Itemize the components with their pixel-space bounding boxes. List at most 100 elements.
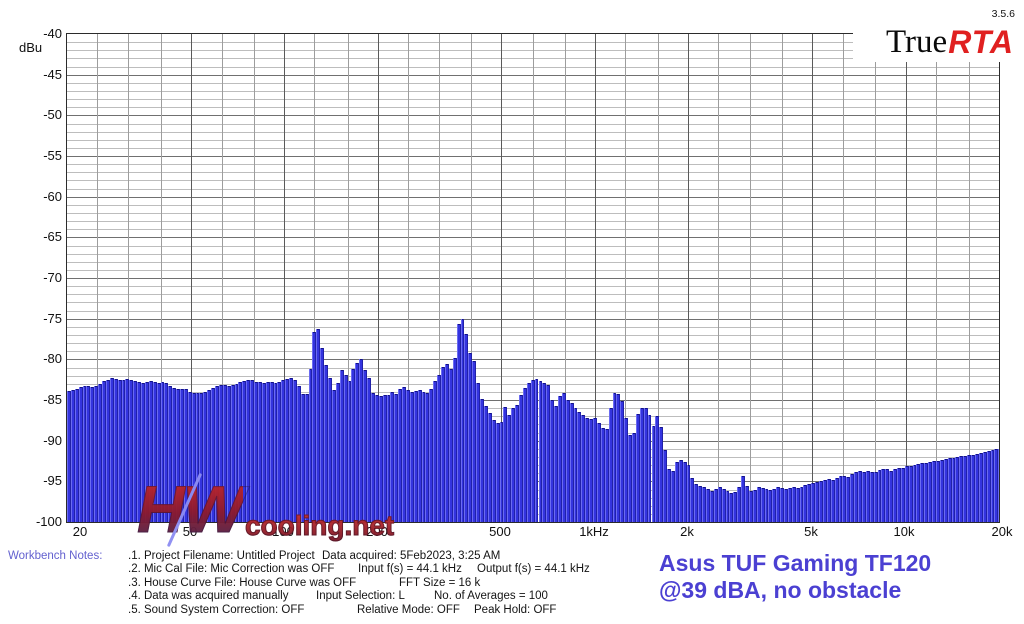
- spectrum-bar: [632, 432, 636, 522]
- spectrum-bar: [596, 422, 601, 522]
- workbench-notes-label: Workbench Notes:: [8, 550, 103, 562]
- spectrum-bar: [374, 395, 379, 522]
- note-text: .4. Data was acquired manually: [128, 590, 289, 602]
- spectrum-bar: [624, 417, 629, 522]
- spectrum-bar: [815, 482, 820, 522]
- spectrum-bar: [281, 379, 286, 522]
- spectrum-bar: [308, 368, 313, 522]
- spectrum-bar: [160, 381, 165, 522]
- spectrum-bar: [386, 394, 391, 522]
- spectrum-bar: [593, 418, 597, 522]
- v-gridline: [718, 34, 720, 522]
- spectrum-bar: [795, 487, 800, 522]
- note-text: Output f(s) = 44.1 kHz: [477, 563, 590, 575]
- v-gridline: [564, 34, 566, 522]
- spectrum-bar: [830, 480, 835, 522]
- spectrum-bar: [811, 483, 816, 522]
- spectrum-bar: [713, 488, 718, 522]
- spectrum-bar: [195, 393, 200, 522]
- spectrum-bar: [156, 382, 161, 522]
- spectrum-bar: [589, 418, 594, 522]
- logo-rta-text: RTA: [948, 24, 1014, 60]
- watermark-hw-text: HW: [137, 472, 246, 547]
- v-gridline: [624, 34, 626, 522]
- spectrum-bar: [963, 455, 968, 522]
- spectrum-bar: [986, 451, 991, 522]
- spectrum-bar: [472, 360, 477, 522]
- spectrum-bar: [682, 461, 687, 522]
- spectrum-bar: [491, 419, 496, 522]
- logo-true-text: True: [886, 24, 948, 60]
- spectrum-bar: [889, 470, 894, 522]
- v-gridline: [781, 34, 783, 522]
- spectrum-bar: [554, 406, 558, 522]
- spectrum-bar: [717, 487, 722, 522]
- spectrum-bar: [293, 379, 297, 522]
- spectrum-bar: [144, 381, 149, 522]
- spectrum-bar: [690, 478, 695, 522]
- spectrum-bar: [842, 475, 847, 522]
- spectrum-bar: [670, 470, 675, 522]
- spectrum-bar: [215, 386, 219, 522]
- note-text: .3. House Curve File: House Curve was OF…: [128, 577, 357, 589]
- v-gridline: [749, 34, 751, 522]
- note-text: .1. Project Filename: Untitled Project: [128, 550, 315, 562]
- spectrum-bar: [534, 379, 539, 522]
- spectrum-bar: [725, 491, 730, 522]
- spectrum-bar: [456, 324, 461, 522]
- spectrum-bar: [604, 429, 609, 522]
- spectrum-bar: [990, 450, 995, 522]
- spectrum-bar: [546, 385, 551, 522]
- v-gridline: [221, 34, 223, 522]
- spectrum-bar: [94, 386, 99, 522]
- spectrum-bar: [304, 394, 309, 522]
- y-tick-label: -95: [43, 473, 62, 488]
- spectrum-bar: [390, 391, 395, 522]
- spectrum-bar: [296, 385, 301, 522]
- spectrum-bar: [752, 489, 757, 522]
- spectrum-bar: [316, 328, 321, 522]
- y-tick-label: -70: [43, 270, 62, 285]
- spectrum-bar: [460, 319, 465, 522]
- spectrum-bar: [218, 384, 223, 522]
- spectrum-bar: [939, 460, 944, 522]
- spectrum-bar: [441, 367, 445, 522]
- spectrum-bar: [951, 457, 956, 522]
- spectrum-bar: [176, 389, 180, 522]
- spectrum-bar: [538, 380, 543, 522]
- spectrum-bar: [129, 379, 134, 522]
- spectrum-bar: [257, 382, 262, 522]
- spectrum-bar: [425, 393, 430, 522]
- watermark-cooling-text: cooling.net: [244, 510, 395, 542]
- spectrum-bar: [998, 448, 1000, 522]
- spectrum-bar: [285, 378, 290, 522]
- spectrum-bar: [382, 394, 387, 522]
- spectrum-bar: [526, 383, 531, 522]
- spectrum-bar: [113, 379, 118, 522]
- spectrum-bar: [643, 408, 648, 522]
- spectrum-bar: [507, 414, 512, 522]
- spectrum-bar: [409, 392, 414, 522]
- spectrum-bar: [168, 385, 173, 522]
- spectrum-bar: [277, 382, 282, 522]
- spectrum-bar: [971, 454, 975, 522]
- spectrum-bar: [834, 477, 839, 522]
- spectrum-bar: [608, 408, 613, 522]
- spectrum-bar: [620, 401, 625, 522]
- spectrum-bar: [628, 434, 632, 522]
- v-gridline: [439, 34, 440, 522]
- spectrum-bar: [137, 381, 142, 522]
- spectrum-bar: [663, 449, 668, 522]
- spectrum-bar: [125, 379, 130, 522]
- spectrum-bar: [211, 388, 216, 522]
- x-tick-label: 200: [347, 524, 407, 539]
- spectrum-bar: [74, 388, 79, 522]
- spectrum-bar: [347, 381, 352, 522]
- v-gridline: [968, 34, 970, 522]
- spectrum-bar: [452, 358, 457, 522]
- spectrum-bar: [433, 380, 438, 522]
- spectrum-bar: [406, 390, 410, 522]
- spectrum-bar: [398, 388, 403, 522]
- spectrum-bar: [741, 476, 745, 522]
